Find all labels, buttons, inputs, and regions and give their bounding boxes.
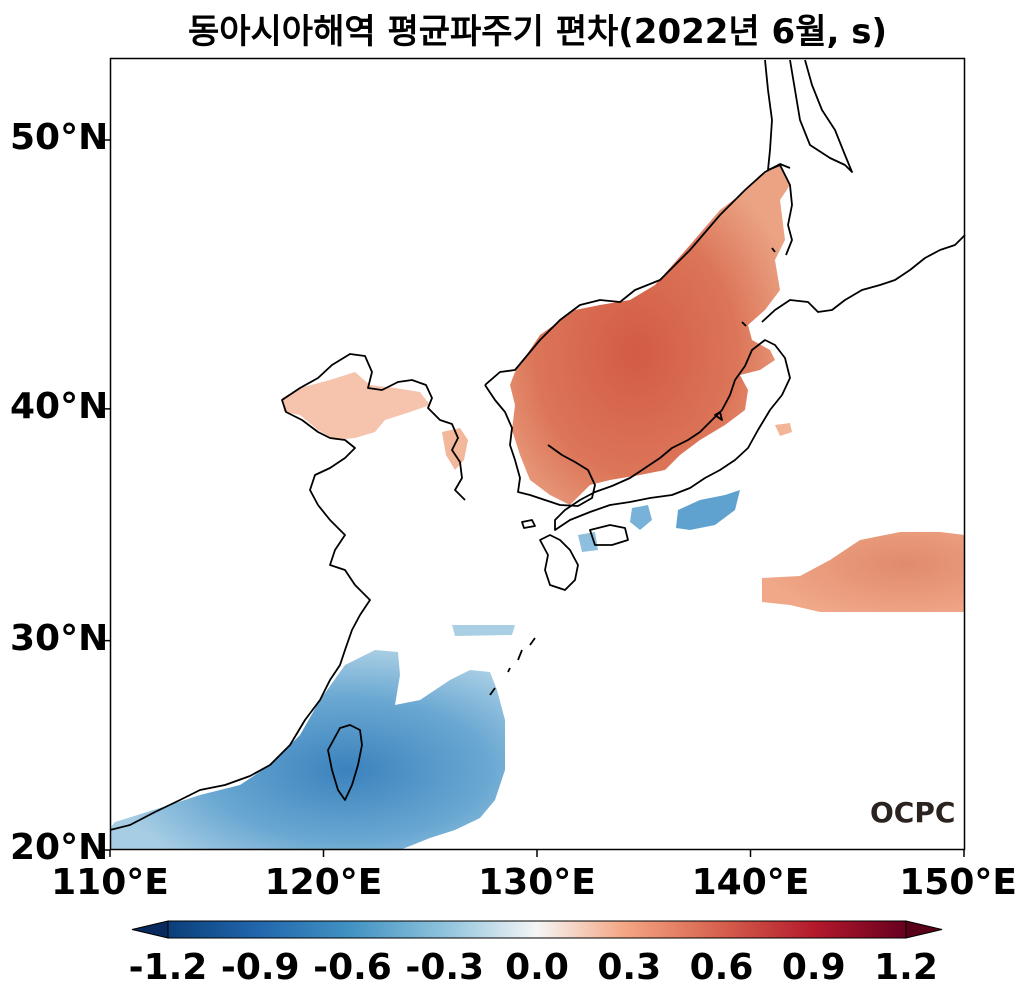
korea-coast xyxy=(484,163,791,386)
bohai-positive-anomaly xyxy=(282,372,430,440)
colorbar-label-1: -0.9 xyxy=(220,947,300,988)
map-frame xyxy=(109,57,966,851)
sakhalin xyxy=(789,59,853,173)
axis-ticks xyxy=(103,139,965,857)
colorbar-label-6: 0.6 xyxy=(689,947,754,988)
lon-label-3: 140°E xyxy=(691,862,810,903)
lon-label-2: 130°E xyxy=(478,862,596,903)
colorbar-label-3: -0.3 xyxy=(405,947,485,988)
russia-coast xyxy=(764,59,793,256)
colorbar-low-extend xyxy=(131,920,169,939)
colorbar-label-0: -1.2 xyxy=(128,947,208,988)
korean-peninsula xyxy=(484,384,596,507)
honshu-positive-anomaly xyxy=(775,423,792,436)
colorbar-high-extend xyxy=(905,920,943,939)
coastlines xyxy=(109,59,966,831)
taiwan xyxy=(327,724,363,801)
colorbar xyxy=(131,920,943,939)
colorbar-label-7: 0.9 xyxy=(781,947,846,988)
colorbar-label-5: 0.3 xyxy=(597,947,662,988)
ocpc-logo: OCPC xyxy=(870,796,956,829)
lon-label-0: 110°E xyxy=(51,862,169,903)
lat-label-1: 40°N xyxy=(10,385,109,427)
south-japan-negative-anomaly-2 xyxy=(630,505,652,530)
kuril-small xyxy=(741,247,776,327)
south-japan-negative-anomaly-1 xyxy=(676,490,740,530)
japan-kyushu xyxy=(539,534,579,591)
ecs-negative-anomaly xyxy=(110,650,505,850)
colorbar-label-8: 1.2 xyxy=(874,947,938,988)
sado xyxy=(714,411,723,421)
colorbar-label-2: -0.6 xyxy=(313,947,392,988)
south-japan-negative-anomaly-3 xyxy=(578,532,598,552)
lon-label-4: 150°E xyxy=(899,862,1017,903)
map-title: 동아시아해역 평균파주기 편차(2022년 6월, s) xyxy=(187,12,888,52)
lat-label-0: 50°N xyxy=(10,117,109,158)
anomaly-field xyxy=(110,165,965,850)
ryukyu-negative-anomaly xyxy=(452,625,515,636)
japan-hokkaido xyxy=(761,234,966,323)
lat-label-3: 20°N xyxy=(10,827,109,868)
lon-label-1: 120°E xyxy=(264,862,383,903)
pacific-positive-anomaly xyxy=(762,532,965,612)
yellow-sea-positive-anomaly xyxy=(442,428,468,470)
china-coast xyxy=(109,353,466,831)
japan-shikoku xyxy=(589,524,629,546)
ryukyu-islands xyxy=(489,637,536,696)
japan-honshu xyxy=(554,339,791,531)
jeju xyxy=(521,519,536,529)
lat-label-2: 30°N xyxy=(10,617,109,659)
colorbar-body xyxy=(167,920,907,939)
east-sea-positive-anomaly xyxy=(510,165,790,505)
colorbar-label-4: 0.0 xyxy=(505,947,569,988)
